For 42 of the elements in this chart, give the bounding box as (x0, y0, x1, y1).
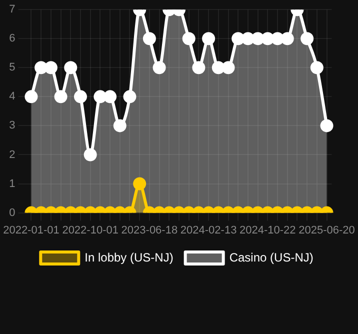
point (202, 32, 216, 46)
point (142, 32, 156, 46)
point (24, 90, 38, 104)
point (152, 61, 166, 74)
x-tick-label: 2023-06-18 (121, 224, 178, 236)
point (182, 32, 196, 46)
point (310, 61, 324, 74)
legend-label: Casino (US-NJ) (229, 250, 314, 264)
point (320, 119, 334, 132)
y-tick-label: 0 (9, 206, 16, 219)
point (74, 90, 87, 104)
point (241, 32, 254, 46)
point (192, 61, 206, 74)
x-tick-label: 2024-10-22 (240, 224, 296, 236)
point (280, 32, 294, 46)
point (271, 32, 284, 46)
y-tick-label: 7 (9, 4, 16, 16)
point (212, 61, 225, 74)
x-tick-label: 2022-10-01 (62, 224, 118, 236)
point (54, 90, 68, 104)
y-tick-label: 1 (9, 178, 16, 190)
point (222, 61, 235, 74)
point (251, 32, 264, 46)
y-tick-label: 2 (9, 148, 16, 161)
legend-label: In lobby (US-NJ) (84, 250, 174, 264)
point (94, 90, 107, 104)
point (34, 61, 48, 74)
point (113, 119, 126, 132)
point (44, 61, 58, 74)
point (123, 90, 136, 104)
point (261, 32, 274, 46)
x-tick-label: 2025-06-20 (298, 224, 355, 236)
y-tick-label: 5 (9, 62, 16, 74)
x-tick-label: 2024-02-13 (180, 224, 237, 236)
y-tick-label: 3 (9, 120, 16, 132)
y-tick-label: 4 (9, 90, 16, 103)
y-tick-label: 6 (9, 32, 16, 45)
point (104, 90, 117, 104)
x-tick-label: 2022-01-01 (3, 224, 60, 236)
point (300, 32, 314, 46)
point (232, 32, 245, 46)
point (64, 61, 78, 74)
